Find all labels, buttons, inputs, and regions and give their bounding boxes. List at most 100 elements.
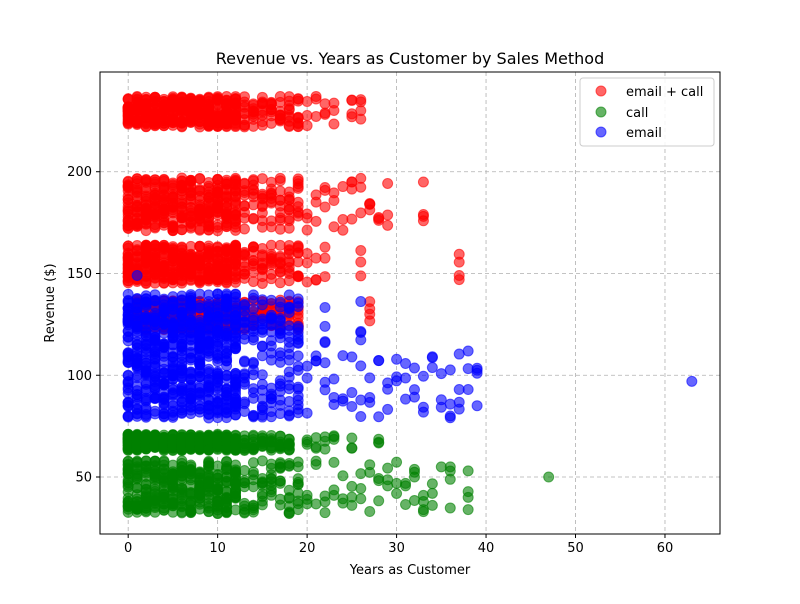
data-point: [417, 370, 429, 382]
data-point: [355, 296, 367, 308]
data-point: [355, 256, 367, 268]
data-point: [310, 93, 322, 105]
data-point: [391, 456, 403, 468]
legend-marker-email-call: [595, 85, 607, 97]
legend: email + call call email: [579, 77, 715, 147]
data-point: [292, 210, 304, 222]
data-point: [301, 276, 313, 288]
series-points: [122, 90, 465, 336]
data-point: [328, 456, 340, 468]
y-tick-label: 100: [67, 369, 92, 384]
data-point: [426, 499, 438, 511]
data-point: [292, 461, 304, 473]
data-point: [346, 213, 358, 225]
data-point: [462, 491, 474, 503]
data-point: [292, 399, 304, 411]
data-point: [292, 182, 304, 194]
data-point: [346, 176, 358, 188]
y-axis-label: Revenue ($): [43, 263, 58, 342]
data-point: [247, 241, 259, 253]
data-point: [382, 403, 394, 415]
data-points: [122, 90, 698, 520]
data-point: [238, 378, 250, 390]
legend-label-email: email: [626, 126, 662, 141]
data-point: [283, 194, 295, 206]
data-point: [346, 432, 358, 444]
data-point: [355, 327, 367, 339]
data-point: [301, 493, 313, 505]
data-point: [238, 223, 250, 235]
data-point: [426, 352, 438, 364]
data-point: [319, 201, 331, 213]
data-point: [337, 350, 349, 362]
data-point: [328, 195, 340, 207]
data-point: [453, 274, 465, 286]
data-point: [283, 306, 295, 318]
data-point: [355, 483, 367, 495]
data-point: [212, 367, 224, 379]
data-point: [444, 410, 456, 422]
data-point: [364, 198, 376, 210]
data-point: [301, 372, 313, 384]
data-point: [122, 347, 134, 359]
data-point: [292, 350, 304, 362]
data-point: [417, 208, 429, 220]
data-point: [373, 214, 385, 226]
data-point: [265, 221, 277, 233]
data-point: [337, 470, 349, 482]
data-point: [319, 507, 331, 519]
data-point: [435, 461, 447, 473]
data-point: [283, 438, 295, 450]
data-point: [301, 120, 313, 132]
data-point: [221, 386, 233, 398]
data-point: [319, 337, 331, 349]
data-point: [337, 393, 349, 405]
data-point: [203, 455, 215, 467]
data-point: [221, 506, 233, 518]
data-point: [131, 320, 143, 332]
data-point: [301, 407, 313, 419]
data-point: [319, 320, 331, 332]
data-point: [355, 468, 367, 480]
data-point: [265, 489, 277, 501]
data-point: [301, 436, 313, 448]
data-point: [212, 339, 224, 351]
data-point: [149, 506, 161, 518]
data-point: [194, 173, 206, 184]
data-point: [194, 365, 206, 377]
data-point: [373, 436, 385, 448]
data-point: [265, 406, 277, 418]
data-point: [256, 350, 268, 362]
data-point: [256, 499, 268, 511]
data-point: [247, 331, 259, 343]
data-point: [444, 473, 456, 485]
data-point: [212, 469, 224, 481]
data-point: [346, 480, 358, 492]
data-point: [337, 181, 349, 193]
data-point: [426, 487, 438, 499]
data-point: [453, 248, 465, 260]
data-point: [140, 293, 152, 305]
data-point: [444, 364, 456, 376]
data-point: [158, 492, 170, 504]
data-point: [292, 479, 304, 491]
data-point: [292, 323, 304, 335]
data-point: [149, 331, 161, 343]
data-point: [400, 477, 412, 489]
data-point: [310, 498, 322, 510]
data-point: [131, 270, 143, 282]
data-point: [274, 347, 286, 359]
data-point: [328, 431, 340, 443]
data-point: [238, 298, 250, 310]
data-point: [391, 487, 403, 499]
data-point: [238, 206, 250, 218]
data-point: [319, 252, 331, 264]
data-point: [310, 215, 322, 227]
data-point: [292, 293, 304, 305]
data-point: [238, 268, 250, 280]
legend-label-call: call: [626, 106, 648, 121]
data-point: [283, 222, 295, 234]
data-point: [382, 219, 394, 231]
data-point: [274, 277, 286, 289]
